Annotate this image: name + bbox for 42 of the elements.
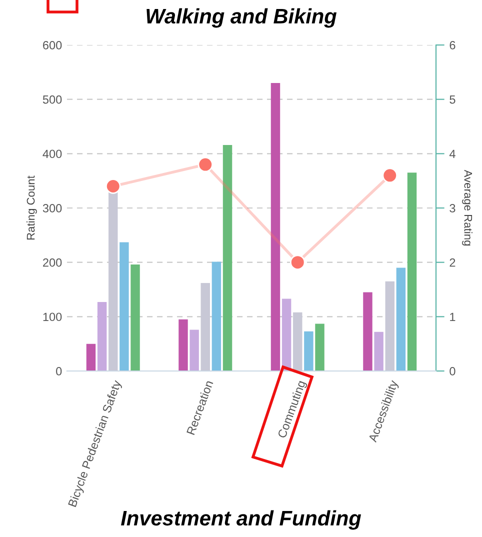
point <box>290 254 306 270</box>
y-tick-label: 400 <box>42 150 62 158</box>
bar <box>304 331 314 371</box>
bar <box>178 319 188 371</box>
bar <box>190 330 199 371</box>
y2-tick-label: 1 <box>450 312 456 321</box>
text: Investment and Funding <box>121 510 362 530</box>
y-tick-label: 100 <box>43 312 62 322</box>
point <box>198 156 214 172</box>
y2-axis-title: Average Rating <box>462 170 472 246</box>
y2-tick-label: 6 <box>450 41 456 50</box>
point <box>382 168 398 184</box>
bar <box>200 282 210 371</box>
y-tick-label: 500 <box>42 95 62 104</box>
bar <box>282 298 292 371</box>
y-tick-label: 0 <box>56 367 62 376</box>
bar <box>130 264 140 371</box>
bar <box>385 281 394 371</box>
y2-tick-label: 2 <box>450 258 456 267</box>
y-tick-label: 600 <box>43 41 62 50</box>
chart-title: Walking and Biking <box>146 8 337 28</box>
bar <box>222 144 232 371</box>
y2-tick-label: 5 <box>450 95 456 104</box>
bar <box>108 192 118 371</box>
y2-tick-label: 0 <box>450 367 456 376</box>
y2-tick-label: 4 <box>449 150 456 158</box>
bar <box>97 302 107 371</box>
bar <box>86 344 96 371</box>
bar <box>315 324 324 371</box>
point <box>105 178 121 194</box>
bar <box>396 268 406 371</box>
y-axis-title: Rating Count <box>26 176 37 240</box>
bar <box>293 312 302 371</box>
y-tick-label: 200 <box>43 258 62 267</box>
bar <box>120 242 129 371</box>
y-tick-label: 300 <box>42 204 62 212</box>
bar <box>374 332 384 371</box>
bar <box>407 172 417 371</box>
bar <box>270 83 280 371</box>
y2-tick-label: 3 <box>450 204 456 212</box>
bar <box>212 262 222 371</box>
bar <box>363 292 372 371</box>
